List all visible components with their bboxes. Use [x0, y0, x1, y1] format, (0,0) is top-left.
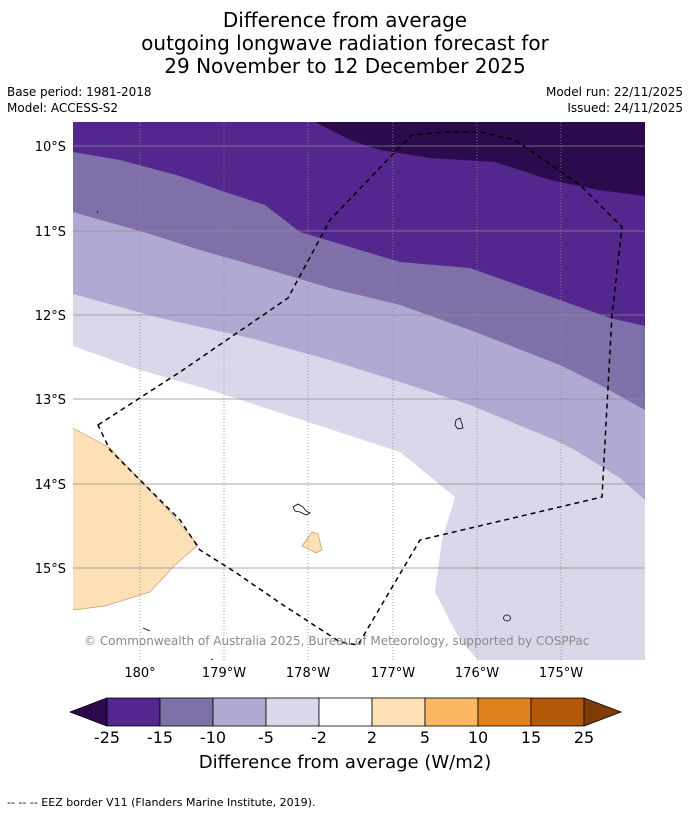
colorbar-segment-p15-p25	[530, 697, 585, 727]
meta-right: Model run: 22/11/2025 Issued: 24/11/2025	[546, 84, 683, 116]
copyright-notice: © Commonwealth of Australia 2025, Bureau…	[84, 634, 589, 648]
island-area-edge	[301, 531, 323, 554]
colorbar-label: 2	[367, 728, 377, 747]
title-line-3: 29 November to 12 December 2025	[164, 54, 526, 78]
lat-label-14s: 14°S	[35, 478, 66, 493]
colorbar-segment-p5-p10	[424, 697, 479, 727]
band-minus25-minus15	[73, 122, 645, 326]
colorbar-segment-n10-n5	[212, 697, 267, 727]
title-line-1: Difference from average	[222, 8, 468, 32]
title-line-2: outgoing longwave radiation forecast for	[141, 31, 549, 55]
colorbar-extend-high	[583, 697, 623, 727]
colorbar-segment-n5-n2	[265, 697, 320, 727]
islet-northwest	[96, 210, 99, 214]
band-plus2-plus5-west	[73, 428, 198, 610]
lat-label-13s: 13°S	[35, 393, 66, 408]
graticule	[73, 122, 645, 660]
colorbar-segment-n25-n15	[106, 697, 161, 727]
colorbar-label: 10	[468, 728, 488, 747]
colorbar-label: -15	[147, 728, 173, 747]
colorbar-label: -5	[258, 728, 274, 747]
model-run: Model run: 22/11/2025	[545, 85, 683, 99]
reef-west	[142, 627, 151, 632]
colorbar-label: 15	[521, 728, 541, 747]
colorbar-segment-p10-p15	[477, 697, 532, 727]
colorbar-label: -2	[311, 728, 327, 747]
islet-south	[210, 658, 214, 660]
lon-label-176w: 176°W	[455, 666, 499, 681]
colorbar-label: 5	[420, 728, 430, 747]
lon-label-180: 180°	[124, 666, 155, 681]
eez-border	[97, 131, 623, 646]
longitude-labels: 180° 179°W 178°W 177°W 176°W 175°W	[124, 666, 583, 681]
lon-label-175w: 175°W	[539, 666, 583, 681]
colorbar-labels: -25 -15 -10 -5 -2 2 5 10 15 25	[94, 728, 594, 747]
issued-date: Issued: 24/11/2025	[567, 101, 683, 115]
positive-contour-edges	[73, 427, 323, 611]
lon-label-177w: 177°W	[371, 666, 415, 681]
colorbar-label: -10	[200, 728, 226, 747]
band-plus2-plus5-island	[302, 532, 322, 553]
lat-label-12s: 12°S	[35, 309, 66, 324]
model-name: Model: ACCESS-S2	[7, 101, 119, 115]
west-area-edge	[73, 427, 199, 611]
base-period: Base period: 1981-2018	[7, 85, 152, 99]
meta-left: Base period: 1981-2018 Model: ACCESS-S2	[7, 84, 152, 116]
colorbar: -25 -15 -10 -5 -2 2 5 10 15 25	[68, 697, 623, 747]
colorbar-segment-n2-p2	[318, 697, 373, 727]
band-below-minus25	[315, 122, 645, 196]
coastlines	[96, 210, 511, 660]
island-north	[454, 417, 464, 430]
island-south	[503, 614, 511, 622]
chart-title: Difference from average outgoing longwav…	[0, 9, 690, 78]
colorbar-label: 25	[574, 728, 594, 747]
lat-label-11s: 11°S	[35, 225, 66, 240]
latitude-labels: 10°S 11°S 12°S 13°S 14°S 15°S	[35, 140, 66, 577]
lon-label-179w: 179°W	[202, 666, 246, 681]
lat-label-15s: 15°S	[35, 562, 66, 577]
colorbar-segment-p2-p5	[371, 697, 426, 727]
colorbar-segment-n15-n10	[159, 697, 214, 727]
map-panel: © Commonwealth of Australia 2025, Bureau…	[73, 122, 645, 660]
eez-legend-note: -- -- -- EEZ border V11 (Flanders Marine…	[7, 796, 316, 809]
island-wallis	[292, 503, 311, 516]
colorbar-extend-low	[68, 697, 108, 727]
colorbar-label: -25	[94, 728, 120, 747]
lat-label-10s: 10°S	[35, 140, 66, 155]
colorbar-title: Difference from average (W/m2)	[198, 752, 492, 773]
lon-label-178w: 178°W	[286, 666, 330, 681]
